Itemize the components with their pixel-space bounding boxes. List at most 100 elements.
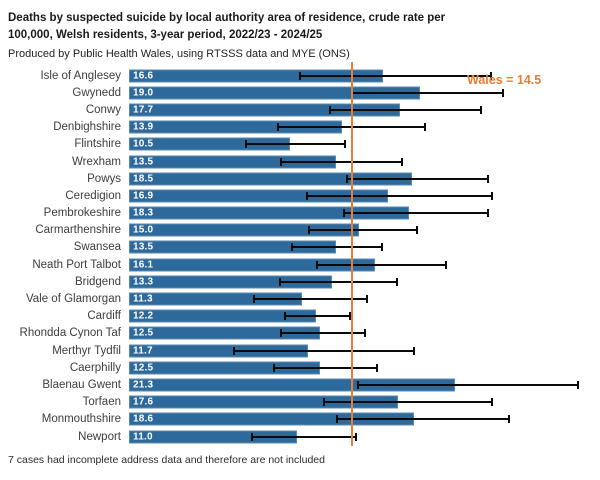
category-label: Carmarthenshire xyxy=(35,224,121,237)
bar-value-label: 10.5 xyxy=(133,138,154,150)
chart-row: Monmouthshire 18.6 xyxy=(8,411,592,428)
bar: 12.5 xyxy=(129,361,321,375)
bar-value-label: 11.3 xyxy=(133,293,153,305)
bar: 16.9 xyxy=(129,189,388,203)
bar-value-label: 11.0 xyxy=(133,431,153,443)
category-label: Powys xyxy=(87,172,121,185)
bar-value-label: 13.5 xyxy=(133,156,154,168)
bar-track: 18.5 xyxy=(129,170,592,187)
category-label: Isle of Anglesey xyxy=(40,69,121,82)
error-bar xyxy=(329,105,483,114)
bar: 18.3 xyxy=(129,206,409,220)
bar-value-label: 16.1 xyxy=(133,259,154,271)
chart-title-line1: Deaths by suspected suicide by local aut… xyxy=(8,12,446,24)
error-bar xyxy=(280,157,404,166)
error-bar xyxy=(280,329,367,338)
error-bar xyxy=(323,398,494,407)
footnote: 7 cases had incomplete address data and … xyxy=(8,454,325,467)
category-label: Merthyr Tydfil xyxy=(52,344,121,357)
category-label: Neath Port Talbot xyxy=(32,258,121,271)
chart-subtitle: Produced by Public Health Wales, using R… xyxy=(8,48,350,60)
category-label: Flintshire xyxy=(74,138,121,151)
bar-track: 13.3 xyxy=(129,273,592,290)
bar-value-label: 13.5 xyxy=(133,241,154,253)
chart-row: Caerphilly 12.5 xyxy=(8,359,592,376)
bar-track: 21.3 xyxy=(129,376,592,393)
bar: 18.6 xyxy=(129,412,414,426)
category-label: Newport xyxy=(78,430,121,443)
chart-title: Deaths by suspected suicide by local aut… xyxy=(8,10,592,44)
bar-value-label: 12.5 xyxy=(133,327,154,339)
chart-row: Swansea 13.5 xyxy=(8,239,592,256)
bar-value-label: 16.9 xyxy=(133,190,154,202)
bar-track: 17.6 xyxy=(129,394,592,411)
error-bar xyxy=(245,140,347,149)
error-bar xyxy=(283,312,352,321)
bar-track: 12.5 xyxy=(129,325,592,342)
chart-row: Denbighshire 13.9 xyxy=(8,119,592,136)
bar: 12.2 xyxy=(129,309,316,323)
chart-row: Wrexham 13.5 xyxy=(8,153,592,170)
bar-value-label: 13.3 xyxy=(133,276,154,288)
bar: 16.1 xyxy=(129,258,376,272)
bar-track: 12.5 xyxy=(129,359,592,376)
bar: 19.0 xyxy=(129,86,420,100)
chart-row: Merthyr Tydfil 11.7 xyxy=(8,342,592,359)
bar-track: 13.5 xyxy=(129,239,592,256)
bar: 11.7 xyxy=(129,344,308,358)
bar: 12.5 xyxy=(129,326,321,340)
wales-reference-label: Wales = 14.5 xyxy=(467,73,542,87)
error-bar xyxy=(272,363,379,372)
bar-track: 18.6 xyxy=(129,411,592,428)
bar: 16.6 xyxy=(129,69,383,83)
chart-row: Cardiff 12.2 xyxy=(8,308,592,325)
error-bar xyxy=(252,295,368,304)
chart-row: Flintshire 10.5 xyxy=(8,136,592,153)
bar-track: 16.1 xyxy=(129,256,592,273)
error-bar xyxy=(308,226,419,235)
bar: 17.6 xyxy=(129,395,399,409)
category-label: Gwynedd xyxy=(72,86,121,99)
chart-row: Pembrokeshire 18.3 xyxy=(8,205,592,222)
bar-chart: Isle of Anglesey 16.6 Gwynedd 19.0 Conwy… xyxy=(8,62,592,447)
bar-value-label: 18.3 xyxy=(133,207,154,219)
bar-track: 11.7 xyxy=(129,342,592,359)
bar: 17.7 xyxy=(129,103,400,117)
wales-reference-line xyxy=(350,62,353,447)
chart-row: Ceredigion 16.9 xyxy=(8,187,592,204)
chart-row: Bridgend 13.3 xyxy=(8,273,592,290)
bar-track: 17.7 xyxy=(129,101,592,118)
bar-track: 11.3 xyxy=(129,290,592,307)
bar-value-label: 12.2 xyxy=(133,310,154,322)
category-label: Denbighshire xyxy=(53,121,121,134)
error-bar xyxy=(335,415,511,424)
chart-row: Conwy 17.7 xyxy=(8,101,592,118)
bar: 10.5 xyxy=(129,137,290,151)
bar: 11.0 xyxy=(129,430,298,444)
bar-track: 13.9 xyxy=(129,119,592,136)
chart-row: Carmarthenshire 15.0 xyxy=(8,222,592,239)
chart-row: Isle of Anglesey 16.6 xyxy=(8,67,592,84)
chart-row: Newport 11.0 xyxy=(8,428,592,445)
chart-row: Rhondda Cynon Taf 12.5 xyxy=(8,325,592,342)
chart-row: Gwynedd 19.0 xyxy=(8,84,592,101)
bar-value-label: 16.6 xyxy=(133,70,154,82)
category-label: Vale of Glamorgan xyxy=(25,293,121,306)
category-label: Cardiff xyxy=(87,310,121,323)
error-bar xyxy=(356,380,579,389)
category-label: Ceredigion xyxy=(65,189,121,202)
bar: 13.5 xyxy=(129,155,336,169)
category-label: Conwy xyxy=(85,103,121,116)
bar-value-label: 11.7 xyxy=(133,345,153,357)
error-bar xyxy=(315,260,448,269)
bar-value-label: 17.6 xyxy=(133,396,154,408)
chart-row: Blaenau Gwent 21.3 xyxy=(8,376,592,393)
bar-value-label: 18.6 xyxy=(133,413,154,425)
bar: 13.3 xyxy=(129,275,333,289)
error-bar xyxy=(233,346,416,355)
chart-rows: Isle of Anglesey 16.6 Gwynedd 19.0 Conwy… xyxy=(8,67,592,445)
error-bar xyxy=(251,432,357,441)
bar-value-label: 12.5 xyxy=(133,362,154,374)
category-label: Wrexham xyxy=(72,155,121,168)
